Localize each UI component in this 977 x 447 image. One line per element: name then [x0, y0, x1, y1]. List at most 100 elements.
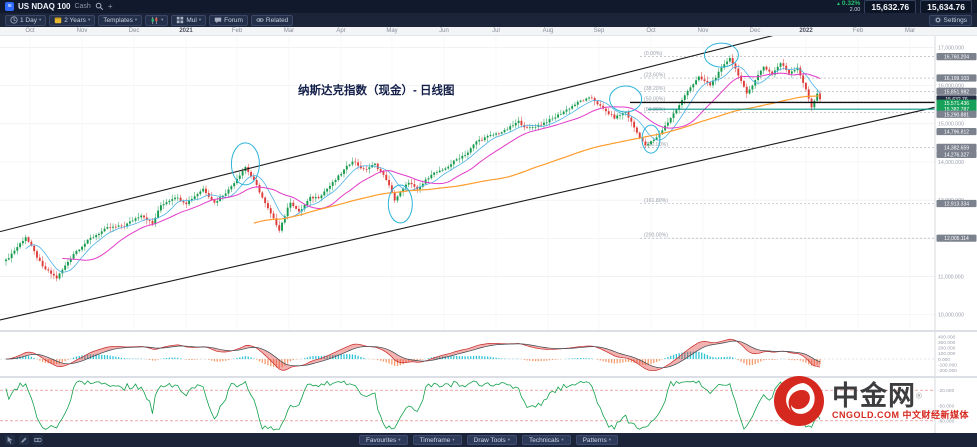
svg-text:(100.00%): (100.00%) [644, 142, 668, 148]
svg-text:14,382.659: 14,382.659 [944, 145, 969, 151]
bid-price[interactable]: 15,632.76 [864, 0, 917, 14]
templates-button[interactable]: Templates ▾ [98, 14, 143, 26]
ask-price[interactable]: 15,634.76 [920, 0, 972, 14]
svg-text:-100.000: -100.000 [938, 363, 957, 369]
svg-text:(200.00%): (200.00%) [644, 233, 668, 239]
svg-text:12,913.334: 12,913.334 [944, 201, 969, 207]
chat-icon [214, 17, 222, 24]
svg-text:15,000.000: 15,000.000 [938, 122, 964, 128]
svg-text:14,000.000: 14,000.000 [938, 160, 964, 166]
svg-text:15,382.787: 15,382.787 [944, 107, 969, 113]
svg-text:400.000: 400.000 [938, 334, 956, 340]
time-axis[interactable]: Oct Nov Dec 2021 Feb Mar Apr May Jun Jul Aug Sep Oct… [0, 27, 977, 36]
calendar-icon [55, 17, 62, 24]
svg-text:12,005.114: 12,005.114 [944, 236, 969, 242]
timeframe-menu-button[interactable]: Timeframe ▾ [412, 435, 462, 445]
technicals-button[interactable]: Technicals ▾ [521, 435, 571, 445]
month-label: Nov [76, 28, 88, 34]
svg-text:(61.80%): (61.80%) [644, 107, 665, 113]
month-label: Oct [25, 28, 35, 34]
change-percent: ▲0.32% [835, 0, 861, 7]
settings-button[interactable]: Settings [928, 14, 972, 26]
macd-panel[interactable]: 400.000300.000200.000100.0000.000-100.00… [0, 332, 977, 376]
panel-divider[interactable] [0, 376, 977, 378]
svg-text:(23.60%): (23.60%) [644, 73, 665, 79]
month-label: May [386, 28, 398, 34]
gear-icon [934, 16, 941, 24]
svg-text:14,796.812: 14,796.812 [944, 130, 969, 136]
svg-text:16,000.000: 16,000.000 [938, 83, 964, 89]
svg-text:-20.000: -20.000 [938, 388, 955, 394]
clock-icon [10, 16, 18, 24]
svg-text:(50.00%): (50.00%) [644, 96, 665, 102]
williams-r-panel[interactable]: -20.000 -50.000 -80.000 [0, 378, 977, 433]
month-label: 2022 [799, 28, 813, 34]
panel-divider[interactable] [0, 330, 977, 332]
svg-text:300.000: 300.000 [938, 340, 956, 346]
month-label: Mar [904, 28, 916, 34]
shapes-icon[interactable] [33, 435, 43, 445]
month-label: 2021 [179, 28, 193, 34]
cursor-icon[interactable] [5, 435, 15, 445]
cngold-logo-icon [773, 376, 824, 426]
pencil-icon[interactable] [19, 435, 29, 445]
month-label: Sep [593, 28, 605, 34]
svg-text:10,000.000: 10,000.000 [938, 313, 964, 319]
svg-text:200.000: 200.000 [938, 346, 956, 352]
month-label: Jul [492, 28, 500, 34]
patterns-button[interactable]: Patterns ▾ [575, 435, 619, 445]
month-label: Dec [128, 28, 140, 34]
svg-text:(0.00%): (0.00%) [644, 51, 662, 57]
bottom-toolbar: Favourites ▾ Timeframe ▾ Draw Tools ▾ Techn… [0, 433, 977, 447]
month-label: Jun [439, 28, 449, 34]
svg-text:11,000.000: 11,000.000 [938, 274, 964, 280]
month-label: Oct [646, 28, 656, 34]
symbol-market-label: Cash [74, 3, 91, 10]
svg-text:15,851.982: 15,851.982 [944, 89, 969, 95]
svg-text:0.000: 0.000 [938, 357, 950, 363]
main-chart[interactable]: (0.00%) (23.60%) (38.20%) (50.00%) (61.80%) (… [0, 36, 977, 330]
chart-type-button[interactable]: ▾ [145, 14, 169, 26]
svg-text:16,760.204: 16,760.204 [944, 55, 969, 61]
spread-value: 2.00 [849, 7, 861, 14]
watermark-tagline: CNGOLD.COM 中文财经新媒体 [831, 409, 969, 420]
range-button[interactable]: 2 Years ▾ [49, 14, 96, 26]
candlestick-icon [151, 16, 158, 24]
svg-text:16,199.103: 16,199.103 [944, 76, 969, 82]
favourites-button[interactable]: Favourites ▾ [358, 435, 408, 445]
app-menu-icon[interactable]: ≡ [5, 2, 14, 11]
month-label: Dec [749, 28, 761, 34]
month-label: Apr [336, 28, 346, 34]
chart-title: 纳斯达克指数（现金）- 日线图 [298, 85, 455, 97]
add-symbol-icon[interactable]: + [107, 1, 113, 11]
timeframe-button[interactable]: 1 Day ▾ [5, 14, 47, 26]
svg-text:-200.000: -200.000 [938, 368, 957, 374]
svg-text:(38.20%): (38.20%) [644, 86, 665, 92]
chart-toolbar: 1 Day ▾ 2 Years ▾ Templates ▾ ▾ Mul ▾ Forum … [0, 13, 977, 27]
link-icon [256, 18, 264, 22]
svg-text:-50.000: -50.000 [938, 403, 955, 409]
month-label: Feb [852, 28, 864, 34]
top-header-bar: ≡ US NDAQ 100 Cash + ▲0.32% 2.00 15,632.… [0, 0, 977, 14]
related-button[interactable]: Related [250, 14, 294, 26]
svg-text:(161.80%): (161.80%) [644, 198, 668, 204]
month-label: Feb [231, 28, 243, 34]
month-label: Aug [542, 28, 554, 34]
multi-chart-button[interactable]: Mul ▾ [171, 14, 207, 26]
cngold-watermark: 中金网® CNGOLD.COM 中文财经新媒体 [773, 375, 969, 427]
month-label: Nov [697, 28, 709, 34]
draw-tools-button[interactable]: Draw Tools ▾ [466, 435, 517, 445]
svg-text:14,276.327: 14,276.327 [944, 152, 969, 158]
symbol-name[interactable]: US NDAQ 100 [18, 2, 71, 11]
up-arrow-icon: ▲ [835, 0, 841, 7]
registered-mark: ® [915, 391, 922, 401]
search-icon[interactable] [95, 2, 104, 11]
svg-text:100.000: 100.000 [938, 351, 956, 357]
grid-icon [177, 16, 184, 24]
svg-text:17,000.000: 17,000.000 [938, 45, 964, 51]
watermark-brand: 中金网 [831, 380, 916, 411]
svg-text:15,571.436: 15,571.436 [944, 101, 969, 107]
svg-text:-80.000: -80.000 [938, 419, 955, 425]
forum-button[interactable]: Forum [209, 14, 248, 26]
